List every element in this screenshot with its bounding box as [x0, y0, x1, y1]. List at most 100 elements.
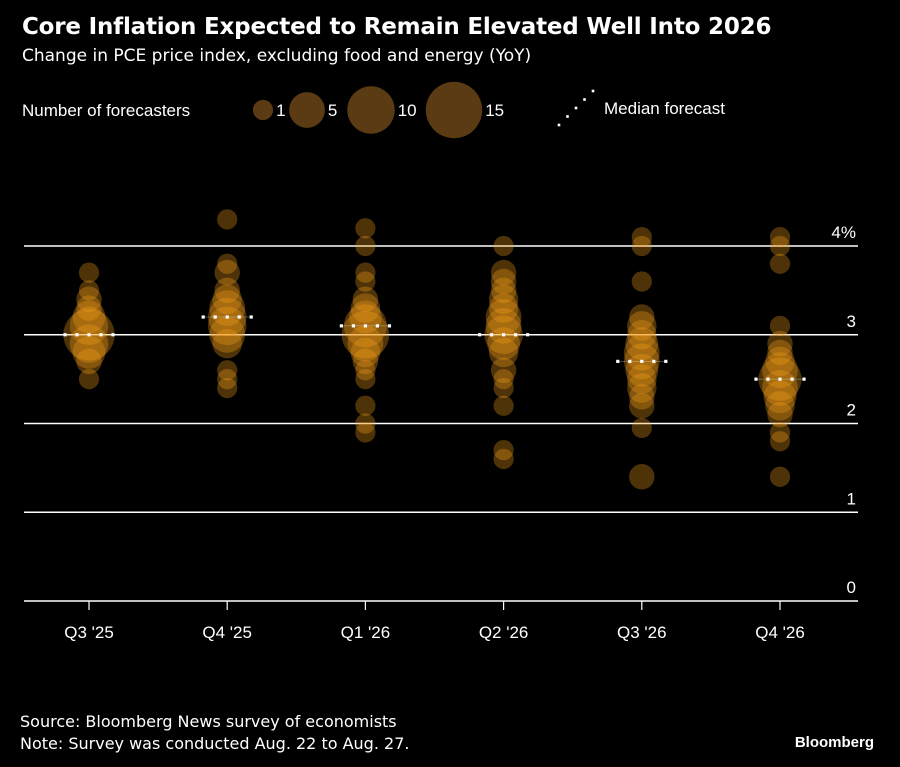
forecast-bubble	[488, 293, 519, 323]
forecast-bubble	[627, 364, 657, 394]
forecast-bubble	[629, 393, 655, 419]
forecast-bubble	[217, 253, 238, 274]
chart-title: Core Inflation Expected to Remain Elevat…	[22, 14, 772, 40]
forecast-bubble	[209, 316, 246, 353]
forecast-bubble	[355, 235, 376, 257]
forecast-bubble	[485, 299, 522, 335]
legend-median-dot	[574, 106, 578, 110]
forecast-bubble	[355, 395, 376, 416]
median-marker	[477, 333, 530, 337]
forecast-bubble	[217, 377, 238, 399]
forecast-bubble	[769, 466, 791, 487]
forecast-bubble	[355, 218, 376, 239]
chart-subtitle: Change in PCE price index, excluding foo…	[22, 46, 532, 66]
forecast-bubble	[488, 337, 519, 368]
median-dot	[652, 359, 656, 363]
x-tick-label: Q3 '25	[64, 623, 114, 642]
forecast-bubble	[352, 286, 379, 312]
forecast-bubble	[78, 369, 100, 390]
legend-bubble-1	[252, 99, 274, 121]
forecast-bubble	[493, 448, 514, 470]
median-marker	[339, 324, 392, 328]
forecast-bubble	[217, 369, 238, 390]
x-tick-label: Q3 '26	[617, 623, 667, 642]
x-tick-label: Q4 '25	[202, 623, 252, 642]
median-dot	[628, 359, 632, 363]
legend-bubble-10	[347, 86, 395, 134]
median-dot	[363, 324, 367, 328]
forecast-bubble	[212, 284, 242, 314]
median-dot	[213, 315, 217, 319]
footer: Source: Bloomberg News survey of economi…	[20, 711, 409, 755]
series-Q1 '26	[341, 218, 390, 443]
legend-size-value: 15	[485, 101, 504, 120]
median-dot	[351, 324, 355, 328]
forecast-bubble	[69, 324, 109, 363]
forecast-bubble	[631, 271, 652, 292]
forecast-bubble	[355, 413, 376, 434]
legend: Number of forecasters 1 5 10 15 Median fore…	[22, 81, 725, 139]
x-tick-label: Q2 '26	[479, 623, 529, 642]
median-dot	[502, 333, 506, 337]
forecast-bubble	[349, 300, 382, 334]
y-tick-label: 4%	[831, 223, 856, 242]
forecast-bubble	[355, 422, 376, 443]
forecast-bubble	[72, 300, 106, 334]
forecast-bubble	[341, 311, 390, 359]
median-layer	[63, 315, 806, 381]
legend-size-label: Number of forecasters	[22, 101, 190, 120]
median-dot	[99, 333, 103, 337]
y-tick-label: 0	[847, 578, 856, 597]
median-dot	[514, 333, 518, 337]
y-tick-label: 1	[847, 489, 856, 508]
legend-size-value: 1	[276, 101, 285, 120]
forecast-bubble	[78, 262, 100, 283]
forecast-bubble	[493, 440, 514, 461]
forecast-bubble	[631, 235, 652, 257]
forecast-bubble	[76, 348, 102, 375]
forecast-bubble	[217, 360, 238, 381]
forecast-bubble	[627, 373, 657, 403]
forecast-bubble	[350, 293, 381, 323]
forecast-bubble	[76, 286, 102, 312]
median-dot	[526, 333, 530, 337]
median-dot	[778, 377, 782, 381]
forecast-bubble	[217, 209, 238, 230]
forecast-bubble	[487, 327, 520, 361]
median-dot	[664, 359, 668, 363]
forecast-bubble	[769, 431, 791, 452]
forecast-bubble	[625, 353, 659, 387]
median-dot	[766, 377, 770, 381]
forecast-bubble	[76, 295, 102, 321]
series-Q3 '26	[623, 227, 660, 490]
forecast-bubble	[355, 271, 376, 292]
forecast-bubble	[72, 336, 106, 369]
x-tick-label: Q1 '26	[341, 623, 391, 642]
forecast-bubble	[355, 262, 376, 283]
legend-median-icon	[557, 89, 595, 127]
median-marker	[615, 359, 668, 363]
forecast-bubble	[763, 380, 797, 414]
legend-median-dot	[566, 115, 569, 118]
forecast-bubble	[767, 339, 793, 366]
median-dot	[63, 333, 67, 337]
series-Q3 '25	[63, 262, 115, 390]
median-dot	[640, 359, 644, 363]
median-dot	[201, 315, 205, 319]
forecast-bubble	[69, 306, 109, 346]
forecast-bubble	[767, 401, 793, 428]
forecast-bubble	[631, 417, 652, 439]
x-axis: Q3 '25 Q4 '25 Q1 '26 Q2 '26 Q3 '26 Q4 '26	[64, 601, 805, 642]
forecast-bubble	[493, 369, 514, 390]
forecast-bubble	[629, 304, 655, 330]
series-Q2 '26	[484, 235, 523, 470]
legend-size-value: 10	[398, 101, 417, 120]
forecast-bubble	[631, 227, 652, 248]
forecast-bubble	[629, 384, 655, 410]
forecast-bubble	[493, 395, 514, 416]
forecast-bubble	[629, 464, 655, 490]
median-dot	[802, 377, 806, 381]
forecast-bubble	[350, 337, 381, 368]
forecast-bubble	[769, 315, 791, 336]
